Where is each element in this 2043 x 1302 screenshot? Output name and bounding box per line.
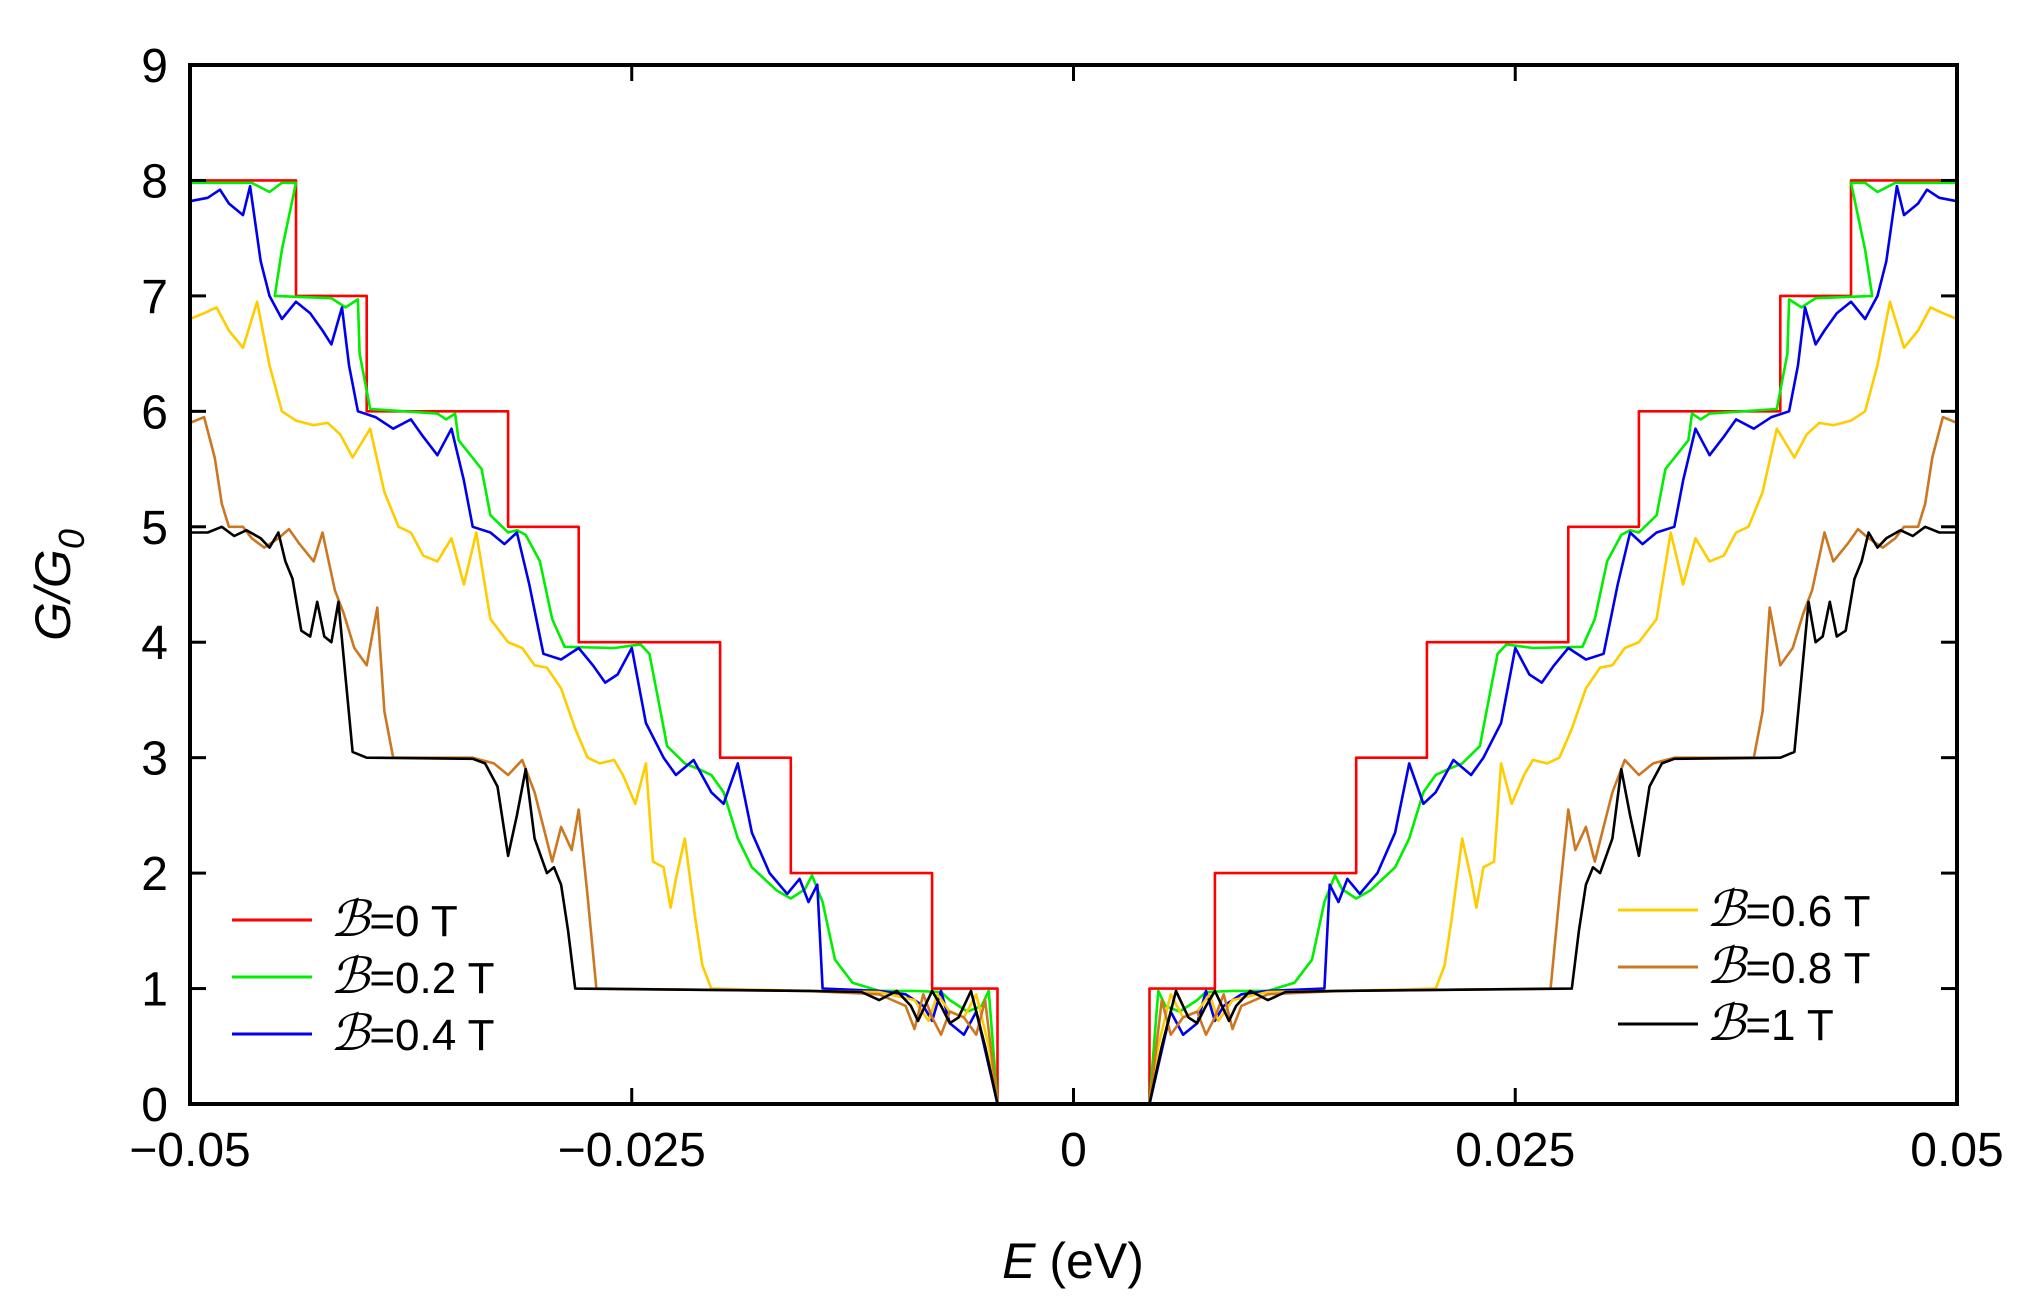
x-tick-label-1: −0.025 xyxy=(558,1124,706,1177)
legend-right-label-1: ℬ=0.8 T xyxy=(1706,937,1870,995)
y-tick-label-6: 6 xyxy=(141,386,168,439)
ticks-group: −0.05 −0.025 0 0.025 0.05 0 1 2 3 4 5 6 7 8 9 xyxy=(129,40,2003,1177)
plot-frame xyxy=(188,63,1959,1106)
series-line-5 xyxy=(190,525,1957,1105)
legend-right-label-0: ℬ=0.6 T xyxy=(1706,880,1870,938)
y-tick-label-3: 3 xyxy=(141,733,168,786)
legend-left: ℬ=0 Tℬ=0.2 Tℬ=0.4 T xyxy=(232,890,494,1062)
legend-left-label-0: ℬ=0 T xyxy=(330,890,458,948)
x-tick-label-0: −0.05 xyxy=(129,1124,250,1177)
y-tick-label-7: 7 xyxy=(141,271,168,324)
y-tick-label-1: 1 xyxy=(141,964,168,1017)
y-tick-label-0: 0 xyxy=(141,1079,168,1132)
x-tick-label-4: 0.05 xyxy=(1910,1124,2003,1177)
legend-right: ℬ=0.6 Tℬ=0.8 Tℬ=1 T xyxy=(1618,880,1870,1052)
y-tick-label-8: 8 xyxy=(141,155,168,208)
legend-left-label-2: ℬ=0.4 T xyxy=(330,1004,494,1062)
y-tick-label-9: 9 xyxy=(141,40,168,93)
series-group xyxy=(189,179,1958,1105)
legend-left-label-1: ℬ=0.2 T xyxy=(330,947,494,1005)
x-tick-label-2: 0 xyxy=(1060,1124,1087,1177)
series-line-1 xyxy=(190,181,1957,1105)
y-tick-label-4: 4 xyxy=(141,617,168,670)
y-tick-label-5: 5 xyxy=(141,502,168,555)
y-tick-label-2: 2 xyxy=(141,848,168,901)
legend-right-label-2: ℬ=1 T xyxy=(1706,994,1834,1052)
x-axis-title: E (eV) xyxy=(1002,1233,1144,1289)
y-axis-title: G/G0 xyxy=(25,529,92,641)
series-line-2 xyxy=(189,184,1958,1105)
x-tick-label-3: 0.025 xyxy=(1455,1124,1575,1177)
series-line-0 xyxy=(190,179,1957,1104)
